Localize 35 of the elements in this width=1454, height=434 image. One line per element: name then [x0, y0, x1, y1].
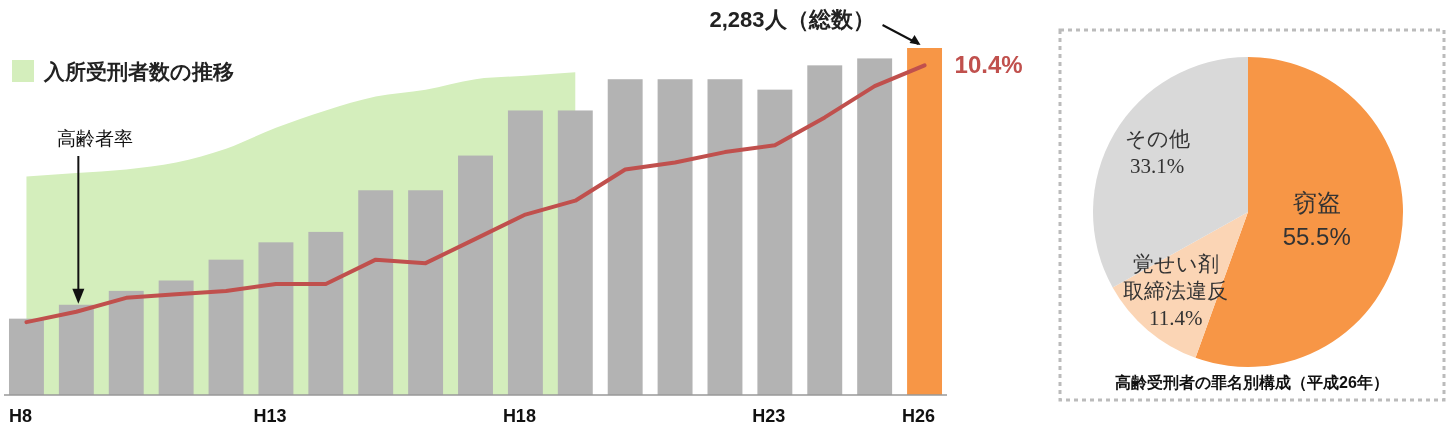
x-tick-label: H13: [253, 406, 287, 426]
annotation: 高齢者率: [57, 128, 133, 149]
bar: [458, 155, 493, 395]
legend-label: 入所受刑者数の推移: [43, 60, 234, 83]
bar: [258, 242, 294, 395]
text: 高齢受刑者の罪名別構成（平成26年）: [1115, 373, 1389, 392]
data-label: 33.1%: [1129, 153, 1185, 178]
slice-label: その他: [1124, 126, 1190, 151]
bar: [657, 79, 693, 395]
bar: [557, 110, 593, 395]
bar: [58, 304, 94, 395]
bar: [358, 190, 394, 395]
bar: [308, 231, 344, 395]
x-tick-label: H26: [902, 406, 936, 426]
slice-label: 覚せい剤取締法違反: [1123, 252, 1229, 304]
bar: [857, 58, 893, 395]
bar: [757, 89, 793, 395]
x-tick-label: H8: [8, 406, 32, 426]
bar: [607, 79, 643, 395]
bar: [707, 79, 743, 395]
bar: [108, 290, 144, 395]
bar: [158, 280, 194, 395]
bar: [807, 65, 843, 395]
slice-label: 窃盗: [1292, 188, 1341, 216]
bar: [408, 190, 444, 395]
bar: [507, 110, 543, 395]
x-tick-label: H23: [752, 406, 786, 426]
bar: [208, 259, 244, 395]
bar: [907, 48, 943, 395]
x-tick-label: H18: [502, 406, 536, 426]
text: 10.4%: [954, 51, 1023, 79]
text: 2,283人（総数）: [709, 7, 875, 32]
data-label: 11.4%: [1149, 306, 1203, 331]
bar: [8, 318, 44, 395]
data-label: 55.5%: [1282, 222, 1351, 250]
